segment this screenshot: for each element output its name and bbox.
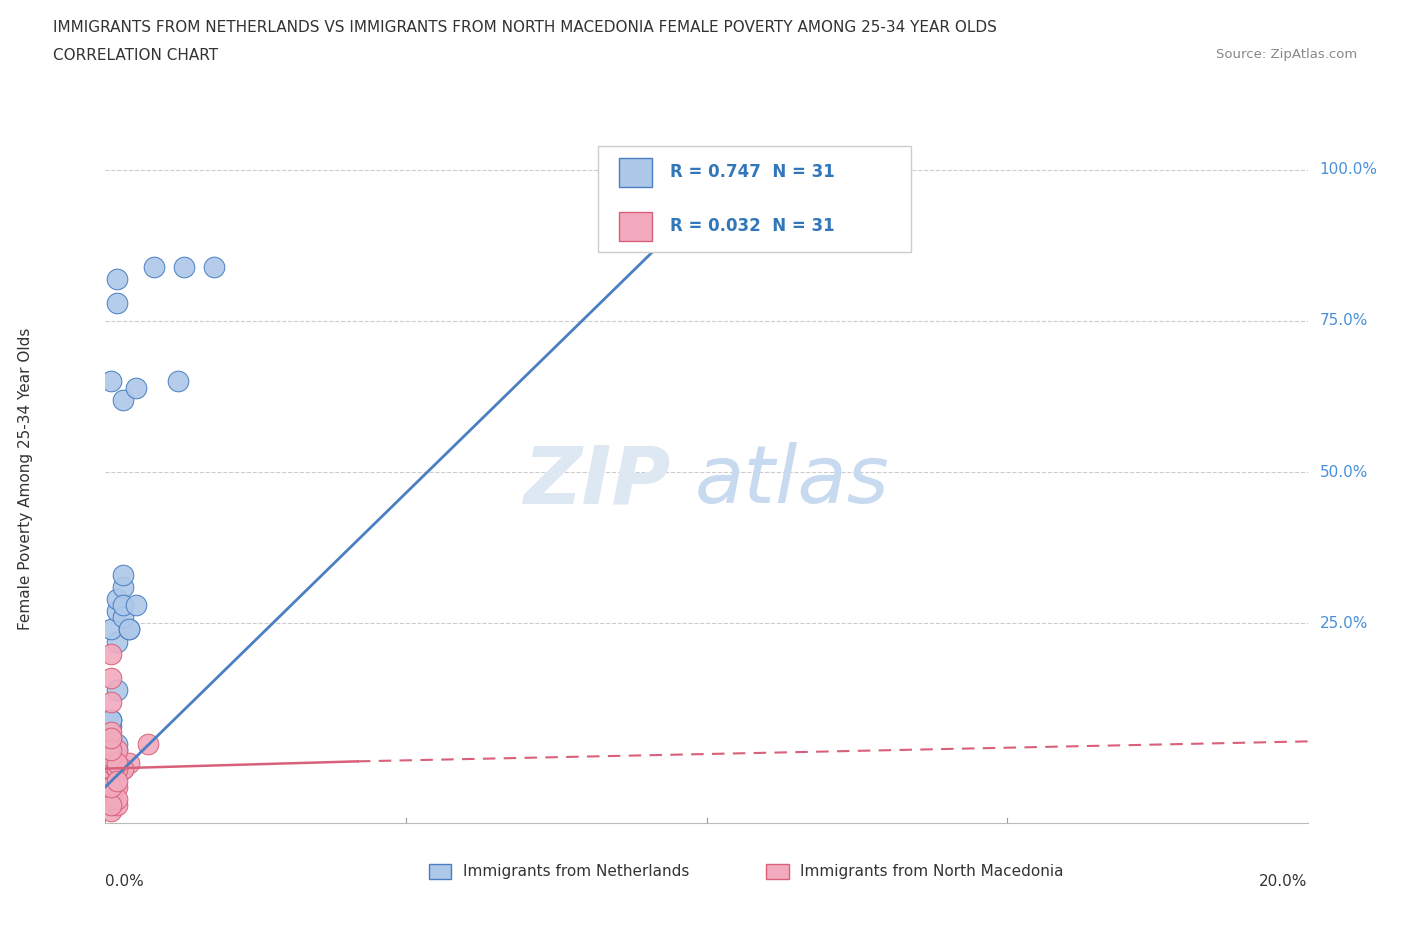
- Point: [107, 591, 129, 606]
- Point: [173, 259, 195, 274]
- Point: [100, 761, 122, 776]
- Point: [100, 374, 122, 389]
- Text: 50.0%: 50.0%: [1320, 465, 1368, 480]
- Point: [100, 695, 122, 710]
- Point: [100, 749, 122, 764]
- Point: [107, 761, 129, 776]
- Point: [100, 743, 122, 758]
- Point: [100, 712, 122, 727]
- Point: [100, 785, 122, 800]
- Text: ZIP: ZIP: [523, 443, 671, 520]
- Point: [100, 755, 122, 770]
- Point: [136, 737, 159, 751]
- Text: R = 0.032  N = 31: R = 0.032 N = 31: [671, 218, 835, 235]
- Point: [100, 646, 122, 661]
- Point: [112, 392, 135, 407]
- Text: atlas: atlas: [695, 443, 889, 520]
- Text: 20.0%: 20.0%: [1260, 874, 1308, 889]
- Point: [100, 712, 122, 727]
- Point: [107, 761, 129, 776]
- Point: [100, 737, 122, 751]
- Point: [100, 671, 122, 685]
- Point: [100, 622, 122, 637]
- Point: [100, 779, 122, 794]
- Text: Immigrants from North Macedonia: Immigrants from North Macedonia: [800, 864, 1063, 879]
- Point: [112, 567, 135, 582]
- Point: [100, 743, 122, 758]
- Point: [107, 755, 129, 770]
- Point: [202, 259, 225, 274]
- Point: [100, 785, 122, 800]
- Point: [100, 743, 122, 758]
- Point: [107, 683, 129, 698]
- Point: [142, 259, 165, 274]
- Point: [100, 749, 122, 764]
- Point: [107, 797, 129, 812]
- Point: [112, 610, 135, 625]
- Point: [112, 761, 135, 776]
- Text: 75.0%: 75.0%: [1320, 313, 1368, 328]
- Point: [118, 622, 141, 637]
- Point: [107, 743, 129, 758]
- Bar: [619, 158, 652, 187]
- Point: [100, 791, 122, 806]
- Point: [100, 755, 122, 770]
- Point: [112, 579, 135, 594]
- Point: [107, 761, 129, 776]
- Point: [107, 634, 129, 649]
- Point: [100, 724, 122, 739]
- Bar: [619, 212, 652, 241]
- Point: [100, 791, 122, 806]
- Point: [107, 296, 129, 311]
- Point: [118, 622, 141, 637]
- Point: [107, 749, 129, 764]
- Point: [100, 761, 122, 776]
- FancyBboxPatch shape: [599, 146, 911, 252]
- Point: [107, 737, 129, 751]
- Point: [124, 598, 146, 613]
- Point: [100, 731, 122, 746]
- Point: [100, 761, 122, 776]
- Point: [107, 743, 129, 758]
- Point: [107, 791, 129, 806]
- Point: [100, 731, 122, 746]
- Point: [107, 761, 129, 776]
- Point: [124, 380, 146, 395]
- Point: [100, 785, 122, 800]
- Text: Immigrants from Netherlands: Immigrants from Netherlands: [463, 864, 689, 879]
- Point: [100, 761, 122, 776]
- Point: [112, 598, 135, 613]
- Point: [100, 779, 122, 794]
- Point: [100, 755, 122, 770]
- Point: [107, 779, 129, 794]
- Text: R = 0.747  N = 31: R = 0.747 N = 31: [671, 164, 835, 181]
- Point: [100, 749, 122, 764]
- Point: [100, 797, 122, 812]
- Point: [100, 731, 122, 746]
- Point: [100, 797, 122, 812]
- Point: [100, 737, 122, 751]
- Point: [107, 604, 129, 618]
- Point: [118, 755, 141, 770]
- Point: [112, 761, 135, 776]
- Text: 100.0%: 100.0%: [1320, 162, 1378, 178]
- Point: [107, 272, 129, 286]
- Point: [100, 761, 122, 776]
- Point: [166, 374, 188, 389]
- Point: [100, 737, 122, 751]
- Point: [107, 773, 129, 788]
- Point: [100, 719, 122, 734]
- Text: CORRELATION CHART: CORRELATION CHART: [53, 48, 218, 63]
- Text: 25.0%: 25.0%: [1320, 616, 1368, 631]
- Text: 0.0%: 0.0%: [105, 874, 145, 889]
- Text: Female Poverty Among 25-34 Year Olds: Female Poverty Among 25-34 Year Olds: [18, 327, 32, 631]
- Point: [107, 755, 129, 770]
- Point: [100, 804, 122, 818]
- Text: IMMIGRANTS FROM NETHERLANDS VS IMMIGRANTS FROM NORTH MACEDONIA FEMALE POVERTY AM: IMMIGRANTS FROM NETHERLANDS VS IMMIGRANT…: [53, 20, 997, 35]
- Text: Source: ZipAtlas.com: Source: ZipAtlas.com: [1216, 48, 1357, 61]
